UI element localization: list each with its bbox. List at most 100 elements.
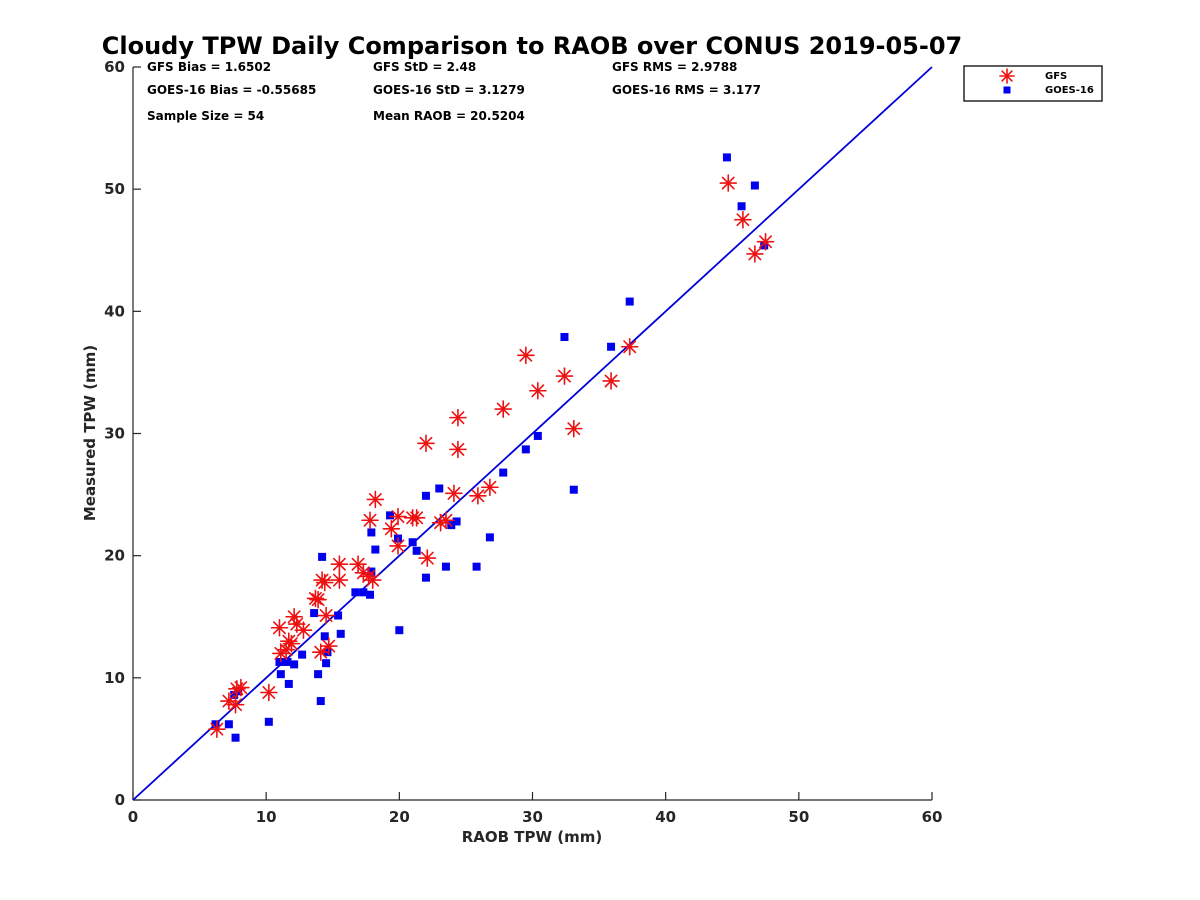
data-point-goes16 xyxy=(276,670,285,679)
x-tick-label: 40 xyxy=(655,808,676,826)
y-tick-label: 30 xyxy=(104,425,125,443)
data-point-goes16 xyxy=(472,562,481,571)
data-point-gfs xyxy=(529,381,547,400)
data-point-goes16 xyxy=(336,629,345,638)
data-point-goes16 xyxy=(408,538,417,547)
data-point-goes16 xyxy=(318,552,327,561)
data-point-gfs xyxy=(719,174,738,192)
data-point-goes16 xyxy=(421,573,430,582)
data-point-goes16 xyxy=(367,567,376,576)
data-point-gfs xyxy=(555,367,574,385)
data-point-gfs xyxy=(330,571,349,589)
stat-mean-raob: Mean RAOB = 20.5204 xyxy=(373,109,525,123)
data-point-gfs xyxy=(282,634,301,653)
data-point-goes16 xyxy=(625,297,634,306)
stat-goes16-bias: GOES-16 Bias = -0.55685 xyxy=(147,83,316,97)
data-point-gfs xyxy=(746,245,764,263)
x-tick-label: 10 xyxy=(256,808,277,826)
x-axis-label: RAOB TPW (mm) xyxy=(462,828,603,846)
data-point-goes16 xyxy=(560,332,569,341)
data-point-goes16 xyxy=(441,562,450,571)
x-tick-label: 50 xyxy=(788,808,809,826)
data-point-goes16 xyxy=(224,720,233,729)
data-point-gfs xyxy=(361,511,379,530)
data-point-goes16 xyxy=(264,717,273,726)
y-tick-label: 40 xyxy=(104,302,125,320)
data-point-goes16 xyxy=(351,588,360,597)
legend-box xyxy=(963,65,1103,102)
data-point-goes16 xyxy=(298,650,307,659)
data-point-goes16 xyxy=(371,545,380,554)
data-point-goes16 xyxy=(290,660,299,669)
x-tick-label: 20 xyxy=(389,808,410,826)
one-to-one-line xyxy=(132,66,933,801)
data-point-gfs xyxy=(285,607,303,626)
data-point-gfs xyxy=(517,346,535,365)
data-point-goes16 xyxy=(320,632,329,641)
data-point-gfs xyxy=(494,400,513,418)
legend-marker-goes16 xyxy=(1003,86,1011,94)
data-point-gfs xyxy=(294,621,313,639)
data-point-goes16 xyxy=(386,511,395,520)
data-point-gfs xyxy=(317,606,335,625)
data-point-gfs xyxy=(734,210,752,229)
data-point-gfs xyxy=(418,549,437,567)
data-point-goes16 xyxy=(359,588,368,597)
data-point-gfs xyxy=(756,232,775,251)
data-point-goes16 xyxy=(421,491,430,500)
data-point-gfs xyxy=(445,484,463,503)
data-point-gfs xyxy=(270,618,289,637)
data-point-goes16 xyxy=(366,590,375,599)
y-tick-label: 0 xyxy=(115,791,125,809)
data-point-goes16 xyxy=(499,468,508,477)
data-point-gfs xyxy=(309,590,327,609)
data-point-goes16 xyxy=(334,611,343,620)
legend-label-gfs: GFS xyxy=(1045,71,1067,82)
data-point-goes16 xyxy=(760,241,769,250)
data-point-gfs xyxy=(366,490,385,509)
stat-goes16-std: GOES-16 StD = 3.1279 xyxy=(373,83,525,97)
data-point-gfs xyxy=(469,487,487,505)
data-point-goes16 xyxy=(322,659,331,668)
x-tick-label: 30 xyxy=(522,808,543,826)
data-point-goes16 xyxy=(367,528,376,537)
data-point-goes16 xyxy=(275,657,284,666)
y-tick-label: 10 xyxy=(104,669,125,687)
data-point-gfs xyxy=(382,519,401,538)
data-point-gfs xyxy=(564,419,583,438)
stat-sample-size: Sample Size = 54 xyxy=(147,109,264,123)
chart-title: Cloudy TPW Daily Comparison to RAOB over… xyxy=(102,32,962,60)
legend: GFS GOES-16 xyxy=(963,65,1103,102)
data-point-gfs xyxy=(389,537,407,555)
data-point-gfs xyxy=(315,573,334,592)
stat-gfs-rms: GFS RMS = 2.9788 xyxy=(612,60,737,74)
data-point-goes16 xyxy=(737,202,746,211)
stat-gfs-std: GFS StD = 2.48 xyxy=(373,60,476,74)
data-point-gfs xyxy=(330,555,349,574)
data-point-goes16 xyxy=(607,342,616,351)
y-axis-label: Measured TPW (mm) xyxy=(81,345,99,521)
data-point-goes16 xyxy=(722,153,731,162)
data-point-gfs xyxy=(319,637,338,655)
data-point-gfs xyxy=(449,408,467,427)
data-point-goes16 xyxy=(310,609,319,618)
x-tick-label: 0 xyxy=(128,808,138,826)
data-point-goes16 xyxy=(485,533,494,542)
tick-marks: 0 10 20 30 40 50 60 0 10 20 30 40 50 60 xyxy=(104,58,942,826)
legend-asterisk xyxy=(999,68,1015,84)
data-point-gfs xyxy=(417,434,435,453)
data-point-goes16 xyxy=(211,720,220,729)
data-point-gfs xyxy=(363,571,382,589)
statistics-annotations: GFS Bias = 1.6502 GFS StD = 2.48 GFS RMS… xyxy=(147,60,761,123)
legend-marker-gfs xyxy=(999,68,1015,84)
data-point-goes16 xyxy=(569,485,578,494)
data-point-goes16 xyxy=(452,517,461,526)
data-point-gfs xyxy=(232,678,250,697)
legend-label-goes16: GOES-16 xyxy=(1045,85,1094,96)
data-point-gfs xyxy=(481,478,499,497)
data-point-goes16 xyxy=(231,733,240,742)
data-point-gfs xyxy=(620,337,639,356)
